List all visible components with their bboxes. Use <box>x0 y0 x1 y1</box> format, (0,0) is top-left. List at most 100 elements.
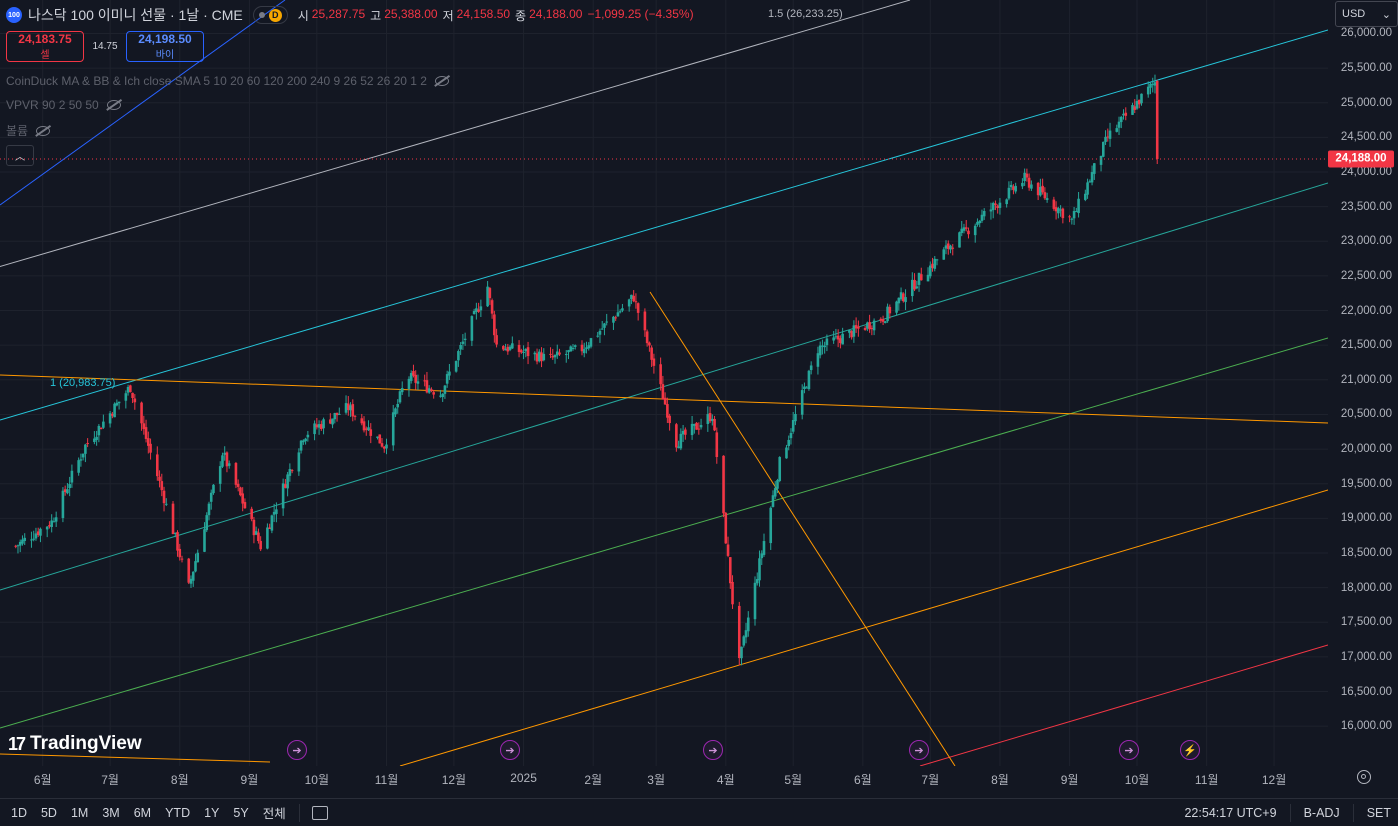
candle-body <box>899 292 903 300</box>
candle-body <box>1088 181 1092 183</box>
eye-hidden-icon[interactable] <box>36 125 51 136</box>
candle-body <box>744 630 748 638</box>
candle-body <box>960 228 964 233</box>
event-icon[interactable]: ➔ <box>909 740 929 760</box>
tradingview-logo[interactable]: 17 TradingView <box>8 733 142 755</box>
candle-body <box>737 605 741 659</box>
candle-body <box>331 418 334 425</box>
range-1d[interactable]: 1D <box>11 805 27 820</box>
candle-body <box>1007 187 1011 199</box>
range-1y[interactable]: 1Y <box>204 805 220 820</box>
time-tick: 12월 <box>441 773 467 787</box>
candle-body <box>162 490 166 504</box>
candle-body <box>268 527 271 529</box>
range-1m[interactable]: 1M <box>70 805 89 820</box>
candle-body <box>848 329 851 333</box>
chart-grid <box>0 0 1328 766</box>
candle-body <box>648 342 651 346</box>
indicator-label: VPVR 90 2 50 50 <box>6 98 99 112</box>
candle-body <box>697 428 701 430</box>
candle-body <box>989 209 993 212</box>
candle-body <box>479 306 483 311</box>
range-5d[interactable]: 5D <box>40 805 57 820</box>
buy-button[interactable]: 24,198.50 바이 <box>126 31 204 62</box>
eye-hidden-icon[interactable] <box>106 100 121 110</box>
time-axis[interactable]: 6월 7월 8월 9월 10월 11월 12월 2025 2월 3월 4월 5월 6월 7월 8월 9월 10월… <box>0 766 1328 790</box>
candle-body <box>430 389 433 391</box>
candle-body <box>816 353 820 367</box>
range-3m[interactable]: 3M <box>102 805 120 820</box>
candle-body <box>991 203 995 211</box>
candle-body <box>614 317 617 319</box>
candle-body <box>306 434 310 438</box>
clock-time[interactable]: 22:54:17 UTC+9 <box>1184 805 1277 820</box>
time-tick: 6월 <box>33 773 52 787</box>
high-label: 고 <box>370 8 382 23</box>
trend-line <box>0 337 1328 729</box>
candle-body <box>598 330 602 335</box>
candle-body <box>558 352 561 355</box>
event-icon[interactable]: ➔ <box>1119 740 1139 760</box>
range-ytd[interactable]: YTD <box>165 805 191 820</box>
candle-body <box>884 321 887 324</box>
candle-body <box>866 322 869 329</box>
sell-button[interactable]: 24,183.75 셀 <box>6 31 84 62</box>
indicator-ma-bb[interactable]: CoinDuck MA & BB & Ich close SMA 5 10 20… <box>6 74 449 88</box>
candle-body <box>234 463 238 485</box>
candle-body <box>603 323 606 328</box>
axis-settings-icon[interactable] <box>1357 770 1371 784</box>
candle-body <box>773 488 777 497</box>
indicator-volume[interactable]: 볼륨 <box>6 122 51 139</box>
candle-body <box>335 412 339 416</box>
candle-body <box>537 351 541 362</box>
candle-body <box>250 508 253 520</box>
price-chart[interactable] <box>0 0 1328 766</box>
time-tick: 2025 <box>510 771 537 785</box>
eye-hidden-icon[interactable] <box>434 76 449 86</box>
symbol-title[interactable]: 나스닥 100 이미니 선물 · 1날 · CME <box>28 7 243 23</box>
candle-body <box>457 351 460 361</box>
candle-body <box>207 503 211 516</box>
candle-body <box>663 397 667 405</box>
event-icon[interactable]: ➔ <box>287 740 307 760</box>
time-tick: 10월 <box>304 773 330 787</box>
candle-body <box>459 344 462 350</box>
event-icon[interactable]: ➔ <box>703 740 723 760</box>
price-axis[interactable]: 16,000.00 16,500.00 17,000.00 17,500.00 18,0… <box>1328 0 1398 766</box>
candle-body <box>1052 199 1056 209</box>
arrow-icon: ➔ <box>505 744 515 757</box>
candle-body <box>935 259 939 261</box>
candle-body <box>926 274 930 282</box>
collapse-legend-button[interactable]: ︿ <box>6 145 34 166</box>
event-icon[interactable]: ➔ <box>500 740 520 760</box>
arrow-icon: ➔ <box>292 744 302 757</box>
candle-body <box>715 432 719 458</box>
candle-body <box>131 392 134 399</box>
candle-body <box>569 346 573 352</box>
candle-body <box>1075 211 1078 213</box>
session-toggle[interactable]: SET <box>1366 805 1391 820</box>
candle-body <box>821 345 824 347</box>
candle-body <box>14 545 18 547</box>
candle-body <box>524 348 528 352</box>
candle-body <box>580 344 584 352</box>
currency-select[interactable]: USD ⌄ <box>1335 1 1398 27</box>
candle-body <box>549 353 552 355</box>
candle-body <box>643 311 647 331</box>
candle-body <box>1101 141 1105 157</box>
candle-body <box>967 230 970 235</box>
indicator-vpvr[interactable]: VPVR 90 2 50 50 <box>6 98 121 112</box>
calendar-icon[interactable] <box>311 805 328 820</box>
adjustment-toggle[interactable]: B-ADJ <box>1303 805 1340 820</box>
range-5y[interactable]: 5Y <box>233 805 249 820</box>
candle-body <box>551 355 555 358</box>
range-6m[interactable]: 6M <box>133 805 152 820</box>
candle-body <box>1122 113 1125 116</box>
candle-body <box>791 420 795 432</box>
candle-body <box>409 373 413 381</box>
candle-body <box>794 413 797 422</box>
data-status-button[interactable]: D <box>252 6 288 24</box>
event-icon[interactable]: ⚡ <box>1180 740 1200 760</box>
candle-body <box>1140 93 1143 104</box>
range-all[interactable]: 전체 <box>262 807 286 821</box>
